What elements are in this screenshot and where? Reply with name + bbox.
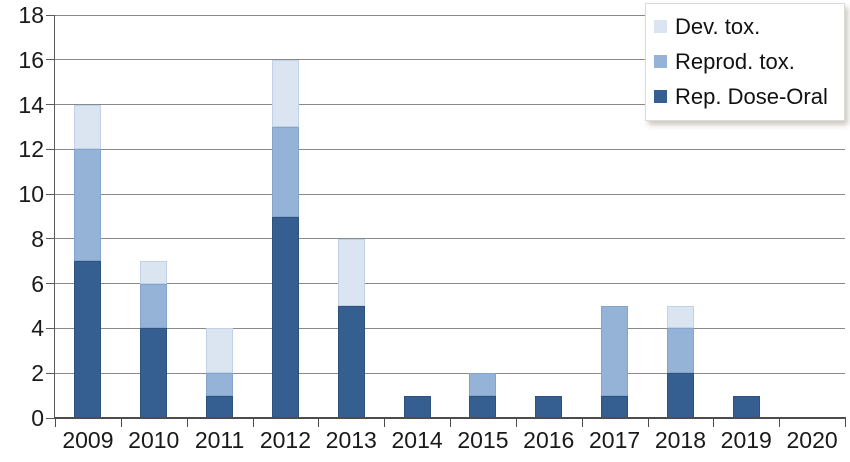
y-axis-label-18: 18 <box>18 2 44 28</box>
y-axis-label-0: 0 <box>31 405 44 431</box>
y-tick-2 <box>46 372 54 374</box>
legend-swatch-rep-dose-oral-icon <box>654 90 667 103</box>
bar-2015-rep-dose-oral <box>469 395 497 418</box>
y-tick-16 <box>46 59 54 61</box>
x-tick-4 <box>318 419 320 427</box>
bar-2009-reprod-tox <box>74 149 102 262</box>
y-tick-8 <box>46 238 54 240</box>
x-tick-1 <box>120 419 122 427</box>
bar-2013-rep-dose-oral <box>337 306 365 418</box>
x-axis-line <box>54 417 846 419</box>
bar-2018-rep-dose-oral <box>666 373 694 418</box>
bar-2009-dev-tox <box>74 104 102 150</box>
gridline-4 <box>55 327 845 329</box>
y-axis-label-6: 6 <box>31 270 44 297</box>
y-tick-18 <box>46 14 54 16</box>
bar-2017-rep-dose-oral <box>601 395 629 418</box>
bar-2011-rep-dose-oral <box>206 395 234 418</box>
x-axis-label-2011: 2011 <box>194 427 245 453</box>
x-tick-9 <box>647 419 649 427</box>
gridline-16 <box>55 59 845 61</box>
x-tick-0 <box>55 419 56 427</box>
bar-2010-rep-dose-oral <box>140 328 168 418</box>
bar-2009-rep-dose-oral <box>74 261 102 418</box>
bar-2012-reprod-tox <box>271 126 299 217</box>
x-axis-label-2012: 2012 <box>259 427 311 453</box>
y-tick-12 <box>46 148 54 150</box>
legend-item-dev-tox: Dev. tox. <box>646 9 844 44</box>
x-axis-label-2019: 2019 <box>720 427 772 453</box>
x-tick-6 <box>450 419 451 427</box>
legend: Dev. tox. Reprod. tox. Rep. Dose-Oral <box>645 3 845 121</box>
bar-2010-reprod-tox <box>140 283 168 329</box>
gridline-6 <box>55 283 845 285</box>
bar-2011-reprod-tox <box>206 373 234 396</box>
gridline-18 <box>55 14 845 16</box>
legend-swatch-dev-tox-icon <box>654 20 667 33</box>
x-axis-label-2015: 2015 <box>457 427 509 453</box>
bar-2012-dev-tox <box>271 59 299 127</box>
y-tick-10 <box>46 193 54 195</box>
bar-2018-reprod-tox <box>666 328 694 374</box>
legend-item-reprod-tox: Reprod. tox. <box>646 44 844 79</box>
y-axis-label-2: 2 <box>31 360 44 387</box>
x-tick-3 <box>252 419 254 427</box>
x-tick-8 <box>581 419 583 427</box>
x-tick-2 <box>186 419 188 427</box>
y-axis-label-4: 4 <box>31 315 44 342</box>
x-axis-label-2017: 2017 <box>588 427 641 453</box>
x-tick-7 <box>515 419 517 427</box>
y-axis-label-12: 12 <box>18 136 44 163</box>
legend-label-dev-tox: Dev. tox. <box>675 13 761 39</box>
gridline-14 <box>55 104 845 106</box>
gridline-8 <box>55 238 845 240</box>
gridline-12 <box>55 148 845 150</box>
x-tick-10 <box>713 419 715 427</box>
x-tick-12 <box>845 419 846 427</box>
x-axis-label-2018: 2018 <box>654 427 706 453</box>
y-tick-14 <box>46 104 54 106</box>
y-axis-line <box>54 15 55 419</box>
bar-2011-dev-tox <box>206 328 234 374</box>
bar-2019-rep-dose-oral <box>732 395 760 418</box>
x-axis-label-2016: 2016 <box>523 427 575 453</box>
x-tick-11 <box>779 419 781 427</box>
bar-2015-reprod-tox <box>469 373 497 396</box>
x-axis-label-2010: 2010 <box>128 427 180 453</box>
gridline-10 <box>55 193 845 195</box>
bar-2017-reprod-tox <box>601 306 629 396</box>
y-axis-label-8: 8 <box>31 225 44 252</box>
y-tick-6 <box>46 283 54 285</box>
x-axis-label-2014: 2014 <box>391 427 443 453</box>
y-axis-label-14: 14 <box>18 91 44 118</box>
y-axis-label-16: 16 <box>18 46 44 73</box>
x-axis-label-2009: 2009 <box>62 427 114 453</box>
bar-2018-dev-tox <box>666 306 694 329</box>
legend-item-rep-dose-oral: Rep. Dose-Oral <box>646 79 844 114</box>
bar-2014-rep-dose-oral <box>403 395 431 418</box>
bar-2013-dev-tox <box>337 238 365 307</box>
x-axis-label-2013: 2013 <box>325 427 377 453</box>
legend-label-reprod-tox: Reprod. tox. <box>675 48 795 74</box>
x-axis-label-2020: 2020 <box>786 427 838 453</box>
bar-2010-dev-tox <box>140 261 168 284</box>
plot-area <box>55 14 845 418</box>
x-tick-5 <box>384 419 386 427</box>
y-tick-0 <box>46 417 54 419</box>
legend-swatch-reprod-tox-icon <box>654 55 667 68</box>
y-axis-label-10: 10 <box>18 181 44 208</box>
bar-2012-rep-dose-oral <box>271 216 299 418</box>
y-tick-4 <box>46 327 54 329</box>
bar-2016-rep-dose-oral <box>535 395 563 418</box>
legend-label-rep-dose-oral: Rep. Dose-Oral <box>675 83 828 109</box>
gridline-2 <box>55 372 845 374</box>
